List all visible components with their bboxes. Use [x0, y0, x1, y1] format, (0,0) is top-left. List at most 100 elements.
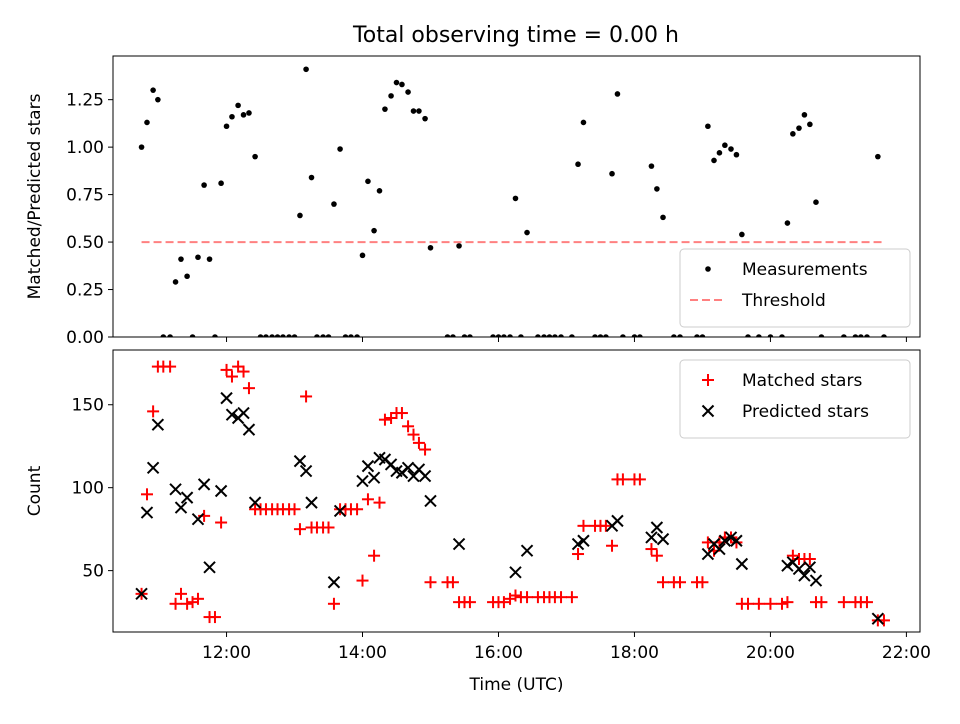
data-point: [650, 549, 663, 562]
data-point: [611, 514, 624, 528]
x-tick-label: 20:00: [746, 643, 795, 663]
data-point: [701, 404, 715, 418]
data-point: [422, 115, 428, 122]
data-point: [575, 161, 581, 168]
data-point: [138, 144, 145, 150]
data-point: [215, 516, 228, 529]
data-point: [371, 227, 377, 234]
data-point: [303, 66, 309, 73]
data-point: [809, 574, 823, 587]
data-point: [140, 506, 154, 519]
data-point: [393, 79, 400, 86]
y-axis-label: Count: [25, 465, 45, 516]
data-point: [803, 553, 816, 566]
data-point: [735, 557, 749, 571]
data-point: [342, 334, 349, 337]
data-point: [237, 365, 250, 378]
legend-label: Threshold: [741, 291, 826, 311]
y-tick-label: 0.25: [66, 281, 104, 301]
series-measurements: [138, 66, 887, 337]
data-point: [775, 597, 788, 610]
data-point: [399, 81, 405, 88]
data-point: [229, 113, 235, 120]
data-point: [246, 110, 252, 116]
data-point: [195, 254, 201, 261]
data-point: [184, 273, 190, 280]
data-point: [645, 543, 658, 556]
data-point: [495, 334, 502, 337]
data-point: [456, 243, 462, 249]
data-point: [786, 549, 799, 562]
y-tick-label: 1.00: [66, 138, 104, 158]
data-point: [535, 334, 541, 337]
data-point: [388, 93, 394, 99]
data-point: [555, 591, 568, 604]
x-tick-label: 18:00: [610, 643, 659, 663]
data-point: [305, 496, 318, 509]
data-point: [599, 519, 612, 532]
data-point: [269, 334, 275, 337]
data-point: [699, 334, 706, 337]
data-point: [677, 334, 683, 337]
data-point: [416, 108, 422, 114]
top-panel: 0.00 0.25 0.50 0.75 1.00 1.25 Matched/Predicte…: [25, 55, 921, 348]
data-point: [796, 125, 802, 131]
data-point: [490, 334, 496, 337]
x-tick-label: 22:00: [882, 643, 931, 663]
data-point: [382, 106, 388, 112]
data-point: [361, 459, 375, 473]
data-point: [741, 597, 754, 610]
data-point: [293, 454, 307, 468]
data-point: [767, 334, 774, 337]
data-point: [558, 334, 564, 337]
data-point: [189, 334, 196, 337]
data-point: [405, 89, 411, 95]
data-point: [146, 461, 160, 474]
plot-area: [138, 66, 887, 337]
data-point: [730, 534, 743, 547]
data-point: [524, 229, 530, 236]
data-point: [327, 597, 340, 610]
data-point: [191, 512, 205, 526]
data-point: [609, 170, 615, 177]
data-point: [739, 231, 745, 238]
data-point: [841, 334, 847, 337]
data-point: [144, 119, 150, 126]
data-point: [169, 597, 182, 610]
data-point: [606, 539, 619, 552]
data-point: [858, 334, 864, 337]
data-point: [201, 182, 207, 188]
data-point: [214, 484, 228, 498]
data-point: [507, 334, 513, 337]
data-point: [308, 174, 315, 181]
data-point: [444, 334, 451, 337]
data-point: [694, 334, 700, 337]
data-point: [446, 576, 459, 589]
data-point: [790, 131, 796, 137]
y-tick-label: 0.00: [66, 328, 104, 348]
data-point: [818, 334, 825, 337]
data-point: [461, 334, 468, 337]
data-point: [452, 537, 466, 551]
data-point: [212, 334, 218, 337]
data-point: [348, 334, 354, 337]
data-point: [705, 266, 711, 272]
data-point: [225, 408, 239, 421]
data-point: [728, 146, 734, 152]
data-point: [569, 334, 575, 337]
data-point: [798, 569, 811, 582]
data-point: [657, 576, 670, 589]
data-point: [365, 178, 371, 185]
data-point: [733, 151, 740, 158]
data-point: [674, 576, 687, 589]
data-point: [293, 523, 306, 536]
data-point: [633, 473, 646, 486]
data-point: [147, 405, 160, 418]
data-point: [140, 488, 153, 501]
data-point: [871, 612, 885, 625]
data-point: [354, 334, 360, 337]
data-point: [280, 334, 286, 337]
data-point: [174, 501, 188, 514]
data-point: [696, 576, 709, 589]
